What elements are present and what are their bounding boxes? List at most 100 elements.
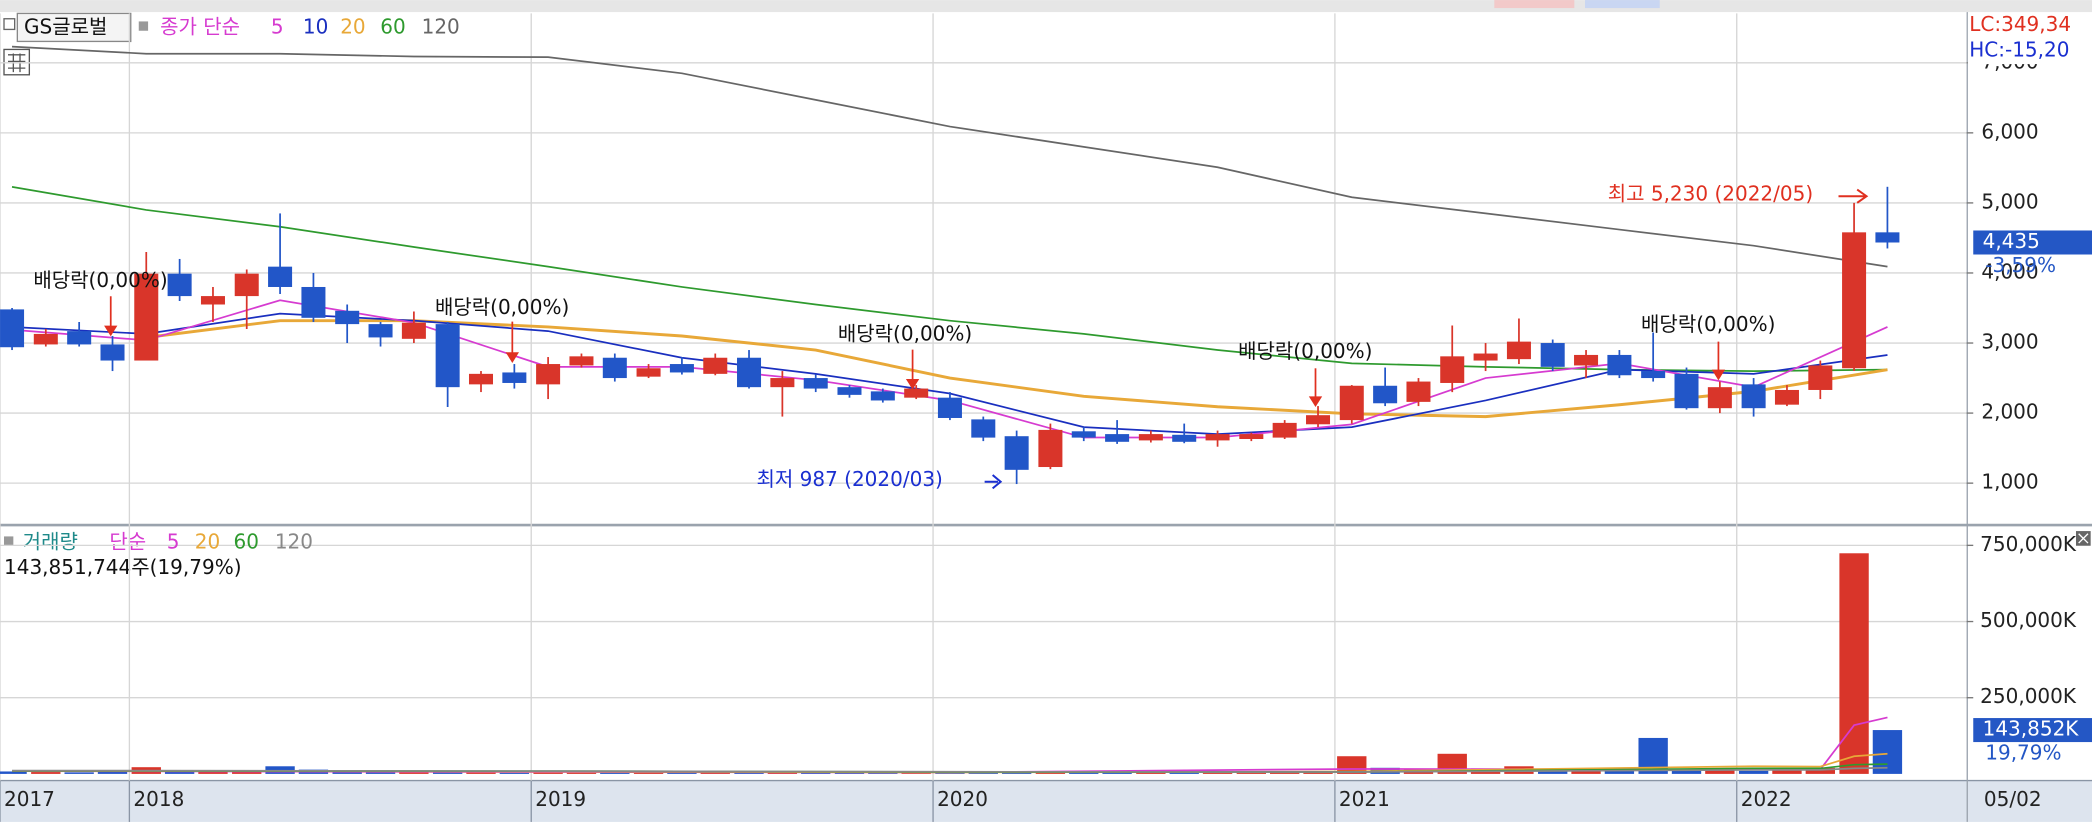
- dividend-label: 배당락(0,00%): [33, 268, 167, 292]
- volume-bar: [198, 771, 228, 774]
- volume-bar: [901, 772, 931, 774]
- lc-hc-background: [1967, 13, 2092, 65]
- candle-body: [1172, 434, 1197, 442]
- candle-body: [1138, 434, 1163, 441]
- candle-body: [1038, 429, 1063, 468]
- volume-label: 거래량: [23, 530, 78, 554]
- dividend-label: 배당락(0,00%): [1238, 339, 1372, 363]
- candle-body: [234, 273, 259, 297]
- annotation-arrowhead: [1308, 396, 1323, 407]
- legend-entry: 20: [195, 530, 220, 554]
- legend-entry: 5: [271, 15, 284, 39]
- candle-body: [468, 373, 494, 385]
- candle-body: [0, 309, 25, 348]
- volume-bar: [97, 771, 128, 774]
- candle-body: [602, 357, 627, 379]
- y-tick-label: 4,000: [1981, 259, 2038, 283]
- legend-entry: 120: [422, 15, 460, 39]
- x-tick-label: 2019: [535, 787, 586, 811]
- candle-body: [435, 324, 460, 388]
- dividend-label: 배당락(0,00%): [838, 321, 972, 345]
- high-arrow: [1838, 188, 1869, 204]
- candle-body: [636, 368, 661, 377]
- lc-label: LC:349,34: [1969, 12, 2071, 36]
- x-axis-strip: [0, 780, 2092, 822]
- volume-bar: [1169, 772, 1199, 774]
- volume-tag-label: 143,852K: [1983, 717, 2080, 741]
- hc-label: HC:-15,20: [1969, 37, 2069, 61]
- high-label: 최고 5,230 (2022/05): [1608, 181, 1813, 205]
- y-tick-label: 250,000K: [1980, 684, 2077, 708]
- price-tag: [1973, 230, 2092, 255]
- y-tick-label: 5,000: [1981, 189, 2038, 213]
- candle-body: [502, 372, 527, 383]
- candle-body: [268, 266, 293, 287]
- panel-icon[interactable]: [3, 18, 16, 31]
- volume-bar: [1839, 553, 1869, 774]
- x-tick-label: 2018: [133, 787, 184, 811]
- candle-body: [770, 378, 795, 388]
- candle-body: [200, 296, 225, 305]
- volume-bar: [1805, 767, 1835, 774]
- candle-body: [1473, 353, 1498, 361]
- annotation-arrowhead: [505, 352, 519, 363]
- candle-body: [1004, 436, 1029, 470]
- date-label: 05/02: [1984, 787, 2042, 811]
- y-tick-label: 3,000: [1981, 330, 2038, 354]
- volume-bar: [1772, 770, 1802, 774]
- candle-body: [669, 364, 694, 373]
- low-arrow: [984, 474, 1003, 490]
- candle-body: [100, 344, 125, 361]
- candle-body: [1205, 434, 1230, 441]
- volume-bar: [767, 772, 798, 774]
- candle-body: [1674, 373, 1699, 409]
- top-strip: [0, 0, 2092, 13]
- candle-body: [1272, 422, 1297, 438]
- volume-bar: [1738, 770, 1769, 774]
- candle-body: [1875, 232, 1900, 243]
- volume-ma-line: [12, 766, 1888, 773]
- candle-body: [904, 388, 929, 398]
- volume-bar: [633, 772, 664, 774]
- candle-body: [569, 356, 594, 366]
- candle-body: [1406, 381, 1431, 402]
- volume-bar: [1236, 772, 1266, 774]
- candle-body: [1373, 385, 1398, 404]
- candle-body: [1540, 343, 1565, 367]
- y-tick-label: 6,000: [1981, 119, 2038, 143]
- legend-entry: 20: [340, 15, 365, 39]
- volume-bar: [1102, 772, 1132, 774]
- candle-body: [1641, 371, 1666, 379]
- candle-body: [368, 324, 393, 338]
- candle-body: [1506, 341, 1531, 360]
- volume-legend-prefix: 단순: [109, 530, 146, 554]
- volume-bar: [399, 771, 429, 774]
- volume-bar: [600, 772, 630, 774]
- candle-body: [1239, 434, 1264, 440]
- close-icon: [2078, 533, 2089, 544]
- stock-name[interactable]: GS글로벌: [24, 15, 107, 39]
- volume-bar: [1202, 772, 1233, 774]
- x-tick-label: 2022: [1741, 787, 1792, 811]
- volume-bar: [1269, 772, 1300, 774]
- legend-icon: [4, 536, 14, 546]
- volume-bar: [466, 772, 496, 774]
- x-tick-label: 2017: [4, 787, 55, 811]
- y-tick-label: 750,000K: [1980, 532, 2077, 556]
- candle-body: [33, 333, 58, 345]
- candle-body: [737, 357, 762, 388]
- x-tick-label: 2020: [937, 787, 988, 811]
- volume-bar: [499, 772, 530, 774]
- dividend-label: 배당락(0,00%): [1641, 312, 1775, 336]
- y-tick-label: 1,000: [1981, 470, 2038, 494]
- price-tag-label: 4,435: [1983, 229, 2040, 253]
- stock-button[interactable]: [16, 12, 132, 43]
- candle-body: [1306, 415, 1331, 425]
- candle-body: [1574, 354, 1599, 366]
- volume-bar: [533, 772, 563, 774]
- volume-bar: [365, 772, 396, 774]
- candle-body: [870, 391, 895, 401]
